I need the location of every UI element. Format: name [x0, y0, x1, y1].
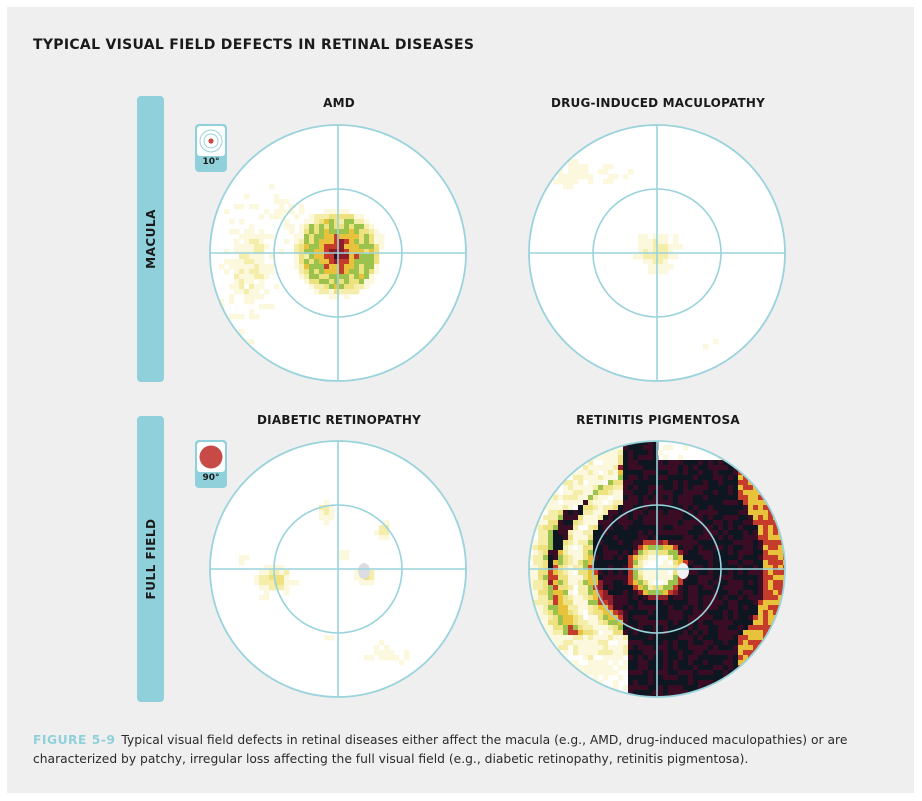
full-field-extent-label: 90°: [202, 473, 220, 483]
visual-field-drug-induced: [528, 124, 786, 382]
blind-spot-marker: [358, 563, 370, 579]
field-defect-map: [529, 441, 785, 697]
full-field-extent-badge: 90°: [195, 440, 227, 488]
panel-title-amd: AMD: [323, 96, 355, 110]
figure-title: TYPICAL VISUAL FIELD DEFECTS IN RETINAL …: [33, 37, 475, 53]
field-defect-map: [239, 500, 410, 666]
row-label-macula: MACULA: [137, 96, 164, 382]
outer-ring: [528, 124, 786, 382]
row-label-full-field-text: FULL FIELD: [143, 518, 158, 600]
panel-title-drug-induced: DRUG-INDUCED MACULOPATHY: [550, 96, 766, 110]
figure-caption: FIGURE 5-9 Typical visual field defects i…: [33, 731, 893, 769]
figure-label: FIGURE 5-9: [33, 733, 116, 747]
target-rings-icon: [199, 129, 223, 153]
blind-spot-marker: [677, 563, 689, 579]
row-label-macula-text: MACULA: [143, 209, 158, 269]
panel-title-rp: RETINITIS PIGMENTOSA: [576, 413, 740, 427]
field-defect-map: [219, 184, 385, 345]
row-label-full-field: FULL FIELD: [137, 416, 164, 702]
caption-text: Typical visual field defects in retinal …: [33, 733, 848, 766]
outer-ring: [528, 440, 786, 698]
macula-extent-label: 10°: [202, 157, 220, 167]
outer-ring: [209, 440, 467, 698]
visual-field-rp: [528, 440, 786, 698]
red-disc-icon: [199, 445, 223, 469]
outer-ring: [209, 124, 467, 382]
visual-field-diabetic: [209, 440, 467, 698]
field-defect-map: [548, 159, 719, 350]
panel-title-diabetic: DIABETIC RETINOPATHY: [257, 413, 421, 427]
visual-field-amd: [209, 124, 467, 382]
macula-extent-badge: 10°: [195, 124, 227, 172]
